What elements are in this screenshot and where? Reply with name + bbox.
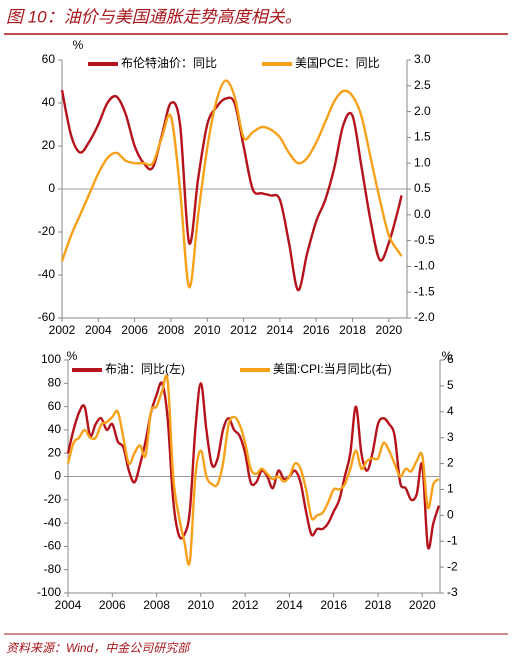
y-tick-label: 40 — [48, 422, 62, 436]
y2-tick-label: -2 — [447, 559, 458, 573]
x-tick-label: 2006 — [99, 598, 126, 612]
source-note: 资料来源：Wind，中金公司研究部 — [6, 641, 191, 655]
chart: 100 80 60 40 20 0 -20 -40 -60 -80 -100 6 5 4 3 2 1 0 -1 -2 -… — [37, 349, 458, 612]
series-line — [66, 381, 441, 550]
y2-tick-label: 0.5 — [414, 181, 431, 195]
y2-tick-label: 3.0 — [414, 52, 431, 66]
y-tick-label: 60 — [42, 52, 56, 66]
legend-label: 美国PCE：同比 — [295, 56, 380, 70]
y2-tick-label: 3 — [447, 430, 454, 444]
x-tick-label: 2014 — [267, 323, 294, 337]
x-tick-label: 2004 — [85, 323, 112, 337]
y-tick-label: 0 — [48, 181, 55, 195]
x-tick-label: 2004 — [55, 598, 82, 612]
y2-tick-label: 1.5 — [414, 130, 431, 144]
legend-label: 布伦特油价：同比 — [121, 55, 217, 70]
x-tick-label: 2012 — [230, 323, 257, 337]
y-tick-label: 80 — [48, 375, 62, 389]
y2-tick-label: -1.5 — [414, 284, 435, 298]
y2-tick-label: -3 — [447, 585, 458, 599]
x-tick-label: 2002 — [49, 323, 76, 337]
y2-tick-label: 2.5 — [414, 78, 431, 92]
legend-label: 布油：同比(左) — [105, 361, 185, 376]
legend-label: 美国:CPI:当月同比(右) — [273, 361, 392, 376]
x-tick-label: 2006 — [121, 323, 148, 337]
x-tick-label: 2010 — [194, 323, 221, 337]
y-tick-label: -60 — [44, 539, 62, 553]
series-line — [60, 89, 403, 292]
y-tick-label: 100 — [41, 352, 61, 366]
x-tick-label: 2012 — [232, 598, 259, 612]
y2-tick-label: 0.0 — [414, 207, 431, 221]
x-tick-label: 2008 — [143, 598, 170, 612]
x-tick-label: 2020 — [375, 323, 402, 337]
x-tick-label: 2016 — [303, 323, 330, 337]
y-tick-label: -100 — [37, 585, 61, 599]
x-tick-label: 2018 — [339, 323, 366, 337]
y2-tick-label: 1 — [447, 482, 454, 496]
x-tick-label: 2008 — [158, 323, 185, 337]
y-tick-label: 40 — [42, 95, 56, 109]
y2-tick-label: 0 — [447, 508, 454, 522]
chart: 60 40 20 0 -20 -40 -60 3.0 2.5 2.0 1.5 1.0 0.5 0.0 -0.… — [38, 38, 435, 337]
series-line — [66, 374, 440, 566]
y2-tick-label: 2 — [447, 456, 454, 470]
y2-tick-label: 5 — [447, 378, 454, 392]
y-axis-unit: % — [67, 349, 78, 363]
x-tick-label: 2016 — [320, 598, 347, 612]
y2-tick-label: 4 — [447, 404, 454, 418]
y-tick-label: 20 — [42, 138, 56, 152]
x-tick-label: 2018 — [365, 598, 392, 612]
y-tick-label: 20 — [48, 445, 62, 459]
y2-tick-label: 6 — [447, 352, 454, 366]
y-tick-label: -40 — [38, 267, 56, 281]
x-tick-label: 2014 — [276, 598, 303, 612]
series-line — [60, 79, 403, 289]
y2-tick-label: 2.0 — [414, 104, 431, 118]
y-tick-label: -60 — [38, 310, 56, 324]
y2-tick-label: -1.0 — [414, 259, 435, 273]
y-tick-label: 0 — [54, 469, 61, 483]
y-tick-label: -20 — [38, 224, 56, 238]
y2-tick-label: -0.5 — [414, 233, 435, 247]
figure-title: 图 10：油价与美国通胀走势高度相关。 — [6, 7, 302, 26]
y2-tick-label: -1 — [447, 533, 458, 547]
y-tick-label: -80 — [44, 562, 62, 576]
y-tick-label: -40 — [44, 515, 62, 529]
x-tick-label: 2020 — [409, 598, 436, 612]
y-tick-label: -20 — [44, 492, 62, 506]
x-tick-label: 2010 — [188, 598, 215, 612]
y2-axis-unit: % — [442, 349, 453, 363]
y2-tick-label: -2.0 — [414, 310, 435, 324]
y2-tick-label: 1.0 — [414, 155, 431, 169]
y-tick-label: 60 — [48, 399, 62, 413]
y-axis-unit: % — [73, 38, 84, 52]
